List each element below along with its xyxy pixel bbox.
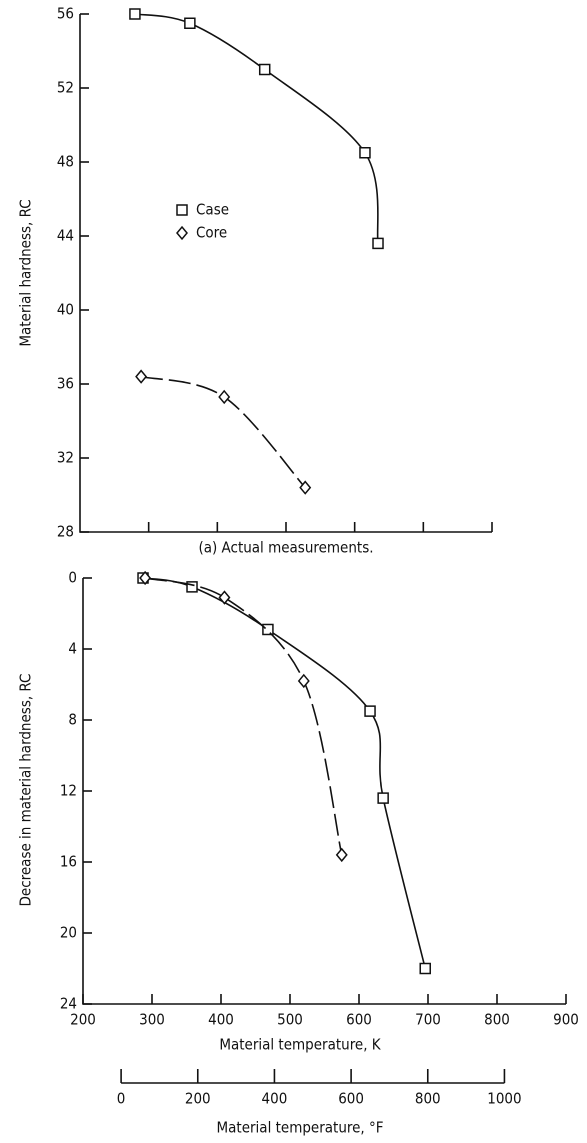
x2-tick-label: 600 (338, 1090, 364, 1108)
x2-axis-label: Material temperature, °F (217, 1119, 384, 1137)
y-tick-label: 12 (60, 782, 77, 800)
y-tick-label: 24 (60, 995, 77, 1013)
marker-square (372, 237, 384, 250)
y-tick-label: 20 (60, 924, 77, 942)
x2-tick-label: 0 (117, 1090, 126, 1108)
x-tick-label: 300 (139, 1011, 165, 1029)
legend-label: Core (196, 224, 227, 242)
x-tick-label: 800 (484, 1011, 510, 1029)
x2-tick-label: 1000 (487, 1090, 521, 1108)
x-tick-label: 400 (208, 1011, 234, 1029)
y-axis-label: Decrease in material hardness, RC (17, 674, 35, 907)
x-axis-label: Material temperature, K (219, 1036, 381, 1054)
marker-square (262, 623, 274, 636)
x-tick-label: 500 (277, 1011, 303, 1029)
marker-square (176, 204, 188, 216)
marker-diamond (176, 225, 188, 241)
marker-square (186, 581, 198, 593)
marker-diamond (139, 570, 152, 586)
x-tick-label: 700 (415, 1011, 441, 1029)
y-tick-label: 8 (68, 711, 77, 729)
marker-square (419, 962, 431, 975)
marker-square (258, 63, 271, 76)
x2-tick-label: 400 (262, 1090, 288, 1108)
axes (82, 578, 566, 1005)
x-tick-label: 200 (70, 1011, 96, 1029)
marker-square (129, 8, 141, 20)
marker-diamond (218, 590, 231, 605)
marker-square (377, 792, 389, 804)
curve (142, 577, 427, 969)
y-tick-label: 4 (68, 640, 77, 658)
curve (144, 577, 343, 856)
x-tick-label: 900 (553, 1011, 579, 1029)
y-tick-label: 44 (57, 227, 74, 245)
y-tick-label: 48 (57, 153, 74, 171)
x2-tick-label: 200 (185, 1090, 211, 1108)
marker-diamond (135, 369, 148, 384)
marker-square (184, 17, 196, 29)
y-tick-label: 32 (57, 449, 74, 467)
marker-diamond (335, 847, 348, 863)
y-tick-label: 0 (68, 569, 77, 587)
marker-diamond (218, 389, 231, 405)
y-axis-label: Material hardness, RC (17, 199, 35, 346)
axes (79, 14, 492, 533)
y-tick-label: 52 (57, 79, 74, 97)
y-tick-label: 16 (60, 853, 77, 871)
x-tick-label: 600 (346, 1011, 372, 1029)
marker-square (359, 147, 371, 159)
y-tick-label: 28 (57, 523, 74, 541)
y-tick-label: 36 (57, 375, 74, 393)
y-tick-label: 40 (57, 301, 74, 319)
curve (134, 13, 379, 244)
caption: (a) Actual measurements. (198, 539, 373, 557)
marker-diamond (299, 480, 312, 495)
y-tick-label: 56 (57, 5, 74, 23)
x2-tick-label: 800 (415, 1090, 441, 1108)
marker-diamond (297, 673, 310, 689)
legend-label: Case (196, 201, 229, 219)
marker-square (364, 705, 376, 717)
